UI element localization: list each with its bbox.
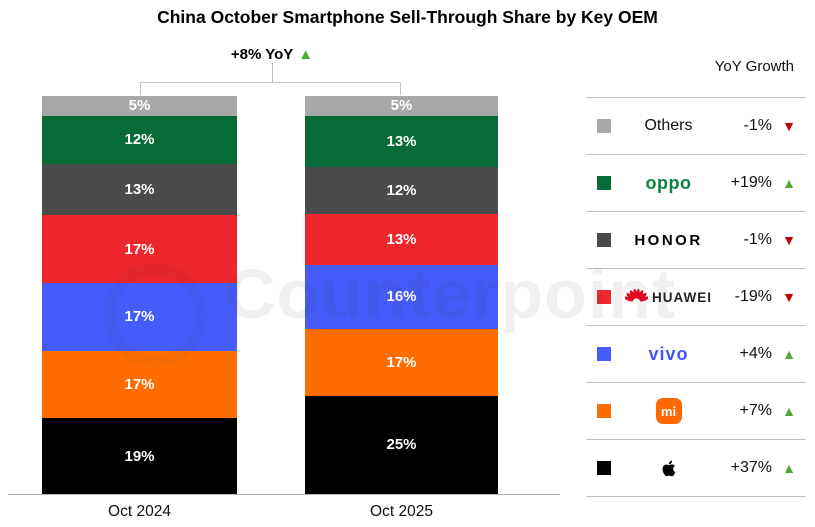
oppo-logo: oppo xyxy=(645,172,692,193)
bar-segment-apple: 19% xyxy=(42,418,237,494)
total-yoy-annotation: +8% YoY ▲ xyxy=(112,46,432,63)
bar-segment-apple: 25% xyxy=(305,395,498,495)
legend-logo-cell: oppo xyxy=(611,173,726,194)
bar-segment-honor: 12% xyxy=(305,166,498,215)
bar-segment-others: 5% xyxy=(42,96,237,116)
legend-header: YoY Growth xyxy=(714,58,794,75)
bar-segment-huawei: 17% xyxy=(42,215,237,284)
bracket-line xyxy=(400,82,401,95)
legend-row-huawei: HUAWEI -19% ▼ xyxy=(586,268,806,325)
category-label-oct-2024: Oct 2024 xyxy=(108,503,171,520)
yoy-growth-value: +4% xyxy=(739,345,772,362)
stacked-bar-oct-2024: 5% 12% 13% 17% 17% 17% 19% xyxy=(42,96,237,494)
segment-value-label: 5% xyxy=(128,97,151,115)
up-triangle-icon: ▲ xyxy=(782,175,796,191)
segment-value-label: 17% xyxy=(124,376,155,394)
segment-value-label: 19% xyxy=(124,447,155,465)
segment-value-label: 16% xyxy=(386,288,417,306)
x-axis-line xyxy=(8,494,560,495)
up-triangle-icon: ▲ xyxy=(782,346,796,362)
legend-swatch-honor xyxy=(597,233,611,247)
bar-segment-oppo: 13% xyxy=(305,115,498,167)
yoy-growth-value: +7% xyxy=(739,402,772,419)
legend-logo-cell: mi xyxy=(611,398,726,424)
yoy-growth-value: +19% xyxy=(730,174,772,191)
total-yoy-label: +8% YoY xyxy=(230,46,294,63)
bar-segment-others: 5% xyxy=(305,96,498,116)
yoy-growth-value: -19% xyxy=(734,288,772,305)
legend-logo-cell: HONOR xyxy=(611,232,726,249)
up-triangle-icon: ▲ xyxy=(782,460,796,476)
legend-row-vivo: vivo +4% ▲ xyxy=(586,325,806,382)
legend-logo-cell: HUAWEI xyxy=(611,289,726,305)
stacked-bar-oct-2025: 5% 13% 12% 13% 16% 17% 25% xyxy=(305,96,498,495)
yoy-growth-value: +37% xyxy=(730,459,772,476)
down-triangle-icon: ▼ xyxy=(782,118,796,134)
legend-logo-cell: Others xyxy=(611,117,726,135)
up-triangle-icon: ▲ xyxy=(782,403,796,419)
segment-value-label: 13% xyxy=(124,181,155,198)
legend-logo-cell xyxy=(611,457,726,480)
bar-segment-xiaomi: 17% xyxy=(305,328,498,396)
legend-row-oppo: oppo +19% ▲ xyxy=(586,154,806,211)
legend-swatch-oppo xyxy=(597,176,611,190)
legend-swatch-apple xyxy=(597,461,611,475)
others-label: Others xyxy=(644,117,693,134)
legend: YoY Growth Others -1% ▼ oppo +19% ▲ HONOR -1% ▼ H… xyxy=(586,58,806,497)
huawei-flower-icon xyxy=(625,289,648,305)
huawei-logo-text: HUAWEI xyxy=(652,289,712,305)
legend-row-others: Others -1% ▼ xyxy=(586,97,806,154)
legend-row-apple: +37% ▲ xyxy=(586,439,806,496)
legend-swatch-huawei xyxy=(597,290,611,304)
segment-value-label: 25% xyxy=(386,436,417,454)
legend-row-honor: HONOR -1% ▼ xyxy=(586,211,806,268)
down-triangle-icon: ▼ xyxy=(782,232,796,248)
bar-segment-vivo: 17% xyxy=(42,283,237,351)
bracket-line xyxy=(272,63,273,82)
vivo-logo: vivo xyxy=(648,343,689,364)
huawei-logo: HUAWEI xyxy=(625,289,712,305)
segment-value-label: 5% xyxy=(390,97,413,115)
bar-segment-oppo: 12% xyxy=(42,115,237,164)
bar-segment-huawei: 13% xyxy=(305,214,498,266)
segment-value-label: 13% xyxy=(386,132,417,150)
legend-rows: Others -1% ▼ oppo +19% ▲ HONOR -1% ▼ HUAWEI -19% ▼ v… xyxy=(586,97,806,497)
segment-value-label: 17% xyxy=(124,308,155,326)
apple-logo xyxy=(659,457,679,480)
segment-value-label: 17% xyxy=(124,240,155,258)
bar-segment-honor: 13% xyxy=(42,163,237,216)
bar-segment-vivo: 16% xyxy=(305,265,498,329)
bar-segment-xiaomi: 17% xyxy=(42,350,237,419)
legend-swatch-others xyxy=(597,119,611,133)
bracket-line xyxy=(140,82,401,83)
yoy-growth-value: -1% xyxy=(743,117,772,134)
legend-swatch-vivo xyxy=(597,347,611,361)
segment-value-label: 13% xyxy=(386,231,417,249)
segment-value-label: 12% xyxy=(124,131,155,149)
honor-logo: HONOR xyxy=(634,231,703,249)
segment-value-label: 12% xyxy=(386,182,417,200)
legend-row-xiaomi: mi +7% ▲ xyxy=(586,382,806,439)
chart-title: China October Smartphone Sell-Through Sh… xyxy=(157,7,658,27)
legend-logo-cell: vivo xyxy=(611,344,726,365)
segment-value-label: 17% xyxy=(386,353,417,371)
xiaomi-mi-logo: mi xyxy=(655,398,682,424)
bracket-line xyxy=(140,82,141,95)
yoy-growth-value: -1% xyxy=(743,231,772,248)
up-triangle-icon: ▲ xyxy=(298,46,314,63)
legend-swatch-xiaomi xyxy=(597,404,611,418)
down-triangle-icon: ▼ xyxy=(782,289,796,305)
category-label-oct-2025: Oct 2025 xyxy=(370,503,433,520)
